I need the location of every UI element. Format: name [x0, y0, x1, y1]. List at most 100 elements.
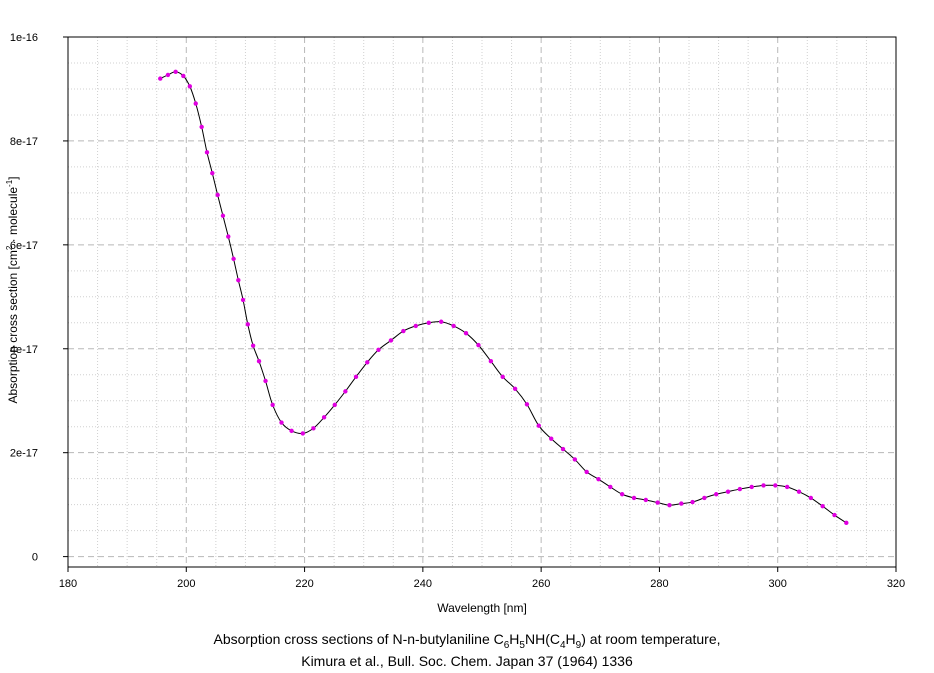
data-point	[702, 495, 707, 501]
data-point	[714, 492, 719, 497]
caption-text-b: H	[509, 631, 520, 647]
y-tick-label: 2e-17	[10, 448, 38, 460]
data-point	[643, 497, 649, 503]
caption-text-d: H	[565, 631, 576, 647]
data-point	[619, 492, 625, 497]
data-point	[321, 415, 327, 420]
data-point	[679, 501, 684, 506]
data-point	[512, 386, 518, 391]
data-point	[476, 342, 481, 348]
x-tick-label: 180	[59, 578, 77, 590]
y-tick-label: 8e-17	[10, 136, 38, 148]
data-point	[536, 423, 541, 428]
data-point	[388, 338, 394, 343]
x-axis-title: Wavelength [nm]	[437, 601, 527, 615]
data-point	[256, 359, 262, 364]
y-axis-title-sup1: 2	[5, 245, 14, 250]
data-point	[820, 504, 825, 509]
caption-sub-1: 6	[503, 639, 510, 651]
data-point	[250, 343, 256, 348]
y-tick-label: 1e-16	[10, 32, 38, 44]
data-point	[401, 328, 406, 334]
data-point	[488, 359, 494, 364]
data-point	[426, 320, 431, 325]
data-point	[300, 431, 305, 436]
data-point	[165, 72, 171, 78]
data-point	[500, 374, 505, 380]
data-point	[725, 489, 731, 494]
data-point	[279, 420, 284, 425]
x-tick-label: 280	[650, 578, 668, 590]
y-axis-title-mid: · molecule	[6, 187, 20, 246]
data-point	[451, 323, 456, 329]
y-axis-title-base: Absorption cross section [cm	[6, 250, 20, 403]
data-point	[376, 347, 381, 353]
data-point	[667, 502, 672, 508]
data-point	[231, 256, 236, 262]
data-point	[608, 484, 613, 490]
plot-frame	[67, 36, 897, 568]
x-tick-label: 260	[532, 578, 550, 590]
data-point	[749, 484, 754, 490]
caption-line-1: Absorption cross sections of N-n-butylan…	[0, 631, 934, 651]
data-point	[199, 124, 204, 130]
data-point	[596, 476, 601, 482]
data-point	[784, 484, 790, 490]
data-point	[548, 436, 554, 441]
data-point	[584, 469, 589, 475]
data-point	[773, 483, 778, 488]
data-point	[463, 330, 469, 336]
data-point	[737, 486, 743, 492]
y-axis-title-sup2: -1	[5, 179, 14, 187]
data-point	[631, 495, 637, 501]
data-point	[690, 499, 695, 505]
data-point	[343, 389, 348, 394]
series-line	[160, 71, 847, 524]
data-point	[173, 69, 178, 75]
data-point	[761, 483, 766, 488]
data-point	[193, 101, 198, 106]
data-point	[572, 457, 578, 462]
data-point	[560, 446, 566, 452]
y-axis-title: Absorption cross section [cm2 · molecule…	[5, 176, 20, 403]
y-tick-label: 0	[32, 552, 38, 564]
data-point	[353, 374, 359, 380]
data-point	[181, 73, 186, 79]
data-point	[808, 495, 814, 501]
data-point	[236, 277, 241, 283]
data-point	[210, 170, 215, 176]
axis-ticks	[63, 36, 897, 572]
caption-line-2: Kimura et al., Bull. Soc. Chem. Japan 37…	[301, 653, 633, 669]
data-point	[226, 234, 231, 239]
caption-text-c: NH(C	[524, 631, 560, 647]
y-axis-title-end: ]	[6, 176, 20, 179]
data-point	[332, 402, 337, 408]
data-point	[655, 500, 660, 505]
x-tick-label: 320	[887, 578, 905, 590]
x-tick-label: 220	[295, 578, 313, 590]
data-point	[524, 402, 530, 407]
x-tick-label: 240	[414, 578, 432, 590]
caption-sub-2: 5	[519, 639, 525, 651]
chart: 180 200 220 240 260 280 300 320 0 2e-17 4e-17 6e-1…	[5, 32, 905, 615]
data-point	[844, 520, 849, 526]
data-point	[289, 428, 294, 434]
caption-text-e: ) at room temperature,	[581, 631, 721, 647]
data-point	[245, 322, 250, 327]
data-point	[204, 150, 210, 155]
data-point	[413, 323, 418, 329]
y-tick-label: 4e-17	[10, 344, 38, 356]
data-markers	[158, 69, 849, 526]
data-point	[311, 426, 316, 431]
minor-grid	[68, 37, 896, 567]
x-tick-label: 200	[177, 578, 195, 590]
x-tick-label: 300	[769, 578, 787, 590]
data-point	[187, 84, 193, 89]
data-point	[215, 192, 220, 198]
data-point	[240, 297, 246, 303]
caption-sub-3: 4	[559, 639, 566, 651]
caption-text-a: Absorption cross sections of N-n-butylan…	[213, 631, 504, 647]
y-tick-labels: 0 2e-17 4e-17 6e-17 8e-17 1e-16	[10, 32, 38, 564]
data-point	[438, 319, 444, 324]
data-point	[796, 489, 802, 494]
